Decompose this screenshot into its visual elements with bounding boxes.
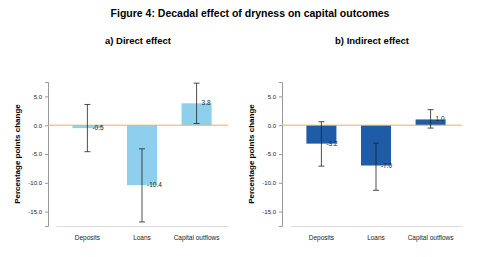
y-tick-mark xyxy=(279,183,282,184)
y-tick-mark xyxy=(279,212,282,213)
data-label: 1.0 xyxy=(436,115,445,122)
x-tick-label: Loans xyxy=(367,234,385,241)
error-bar-cap xyxy=(84,104,90,105)
error-bar-cap xyxy=(139,221,145,222)
data-label: 3.8 xyxy=(202,99,211,106)
x-tick: Deposits xyxy=(75,226,101,242)
error-bar xyxy=(84,104,90,151)
panel: a) Direct effect Percentage points change… xyxy=(13,35,229,242)
error-bar-cap xyxy=(194,83,200,84)
error-bar-stem xyxy=(87,104,88,151)
y-tick: -15.0 xyxy=(28,209,48,215)
error-bar-cap xyxy=(428,109,434,110)
error-bar-cap xyxy=(373,143,379,144)
zero-line xyxy=(282,125,462,126)
y-axis-line xyxy=(279,83,283,227)
x-axis-line xyxy=(291,226,463,227)
zero-line xyxy=(48,125,228,126)
y-tick-label: 0.0 xyxy=(34,123,43,129)
x-tick: Capital outflows xyxy=(408,226,455,242)
y-tick-label: 5.0 xyxy=(268,94,277,100)
y-tick: 0.0 xyxy=(268,123,282,129)
error-bar-stem xyxy=(196,83,197,123)
plot-area xyxy=(282,110,462,191)
y-tick-mark xyxy=(45,183,48,184)
y-axis-title: Percentage points change xyxy=(247,104,256,204)
panel: b) Indirect effect Percentage points chan… xyxy=(247,35,463,242)
x-tick: Capital outflows xyxy=(174,226,221,242)
error-bar xyxy=(373,143,379,190)
figure-title: Figure 4: Decadal effect of dryness on c… xyxy=(111,7,390,19)
error-bar-cap xyxy=(194,123,200,124)
y-axis: -15.0 -10.0 -5.0 0.0 5.0 xyxy=(262,83,282,227)
y-tick: -10.0 xyxy=(262,180,282,186)
y-tick-label: -5.0 xyxy=(32,151,43,157)
y-tick-mark xyxy=(279,154,282,155)
y-tick: -5.0 xyxy=(266,151,282,157)
x-tick-label: Deposits xyxy=(75,234,101,242)
error-bar-stem xyxy=(321,122,322,166)
y-tick-mark xyxy=(279,125,282,126)
figure: Figure 4: Decadal effect of dryness on c… xyxy=(0,0,480,257)
error-bar-stem xyxy=(376,143,377,190)
data-label: -3.2 xyxy=(326,140,338,147)
x-tick: Deposits xyxy=(309,226,335,242)
panel-title: b) Indirect effect xyxy=(335,35,410,46)
x-tick: Loans xyxy=(133,226,151,241)
error-bar-cap xyxy=(373,190,379,191)
y-axis: -15.0 -10.0 -5.0 0.0 5.0 xyxy=(28,83,48,227)
error-bar-stem xyxy=(430,110,431,128)
x-axis: Deposits Loans Capital outflows xyxy=(291,226,463,242)
y-tick-label: -10.0 xyxy=(262,180,276,186)
error-bar-cap xyxy=(428,128,434,129)
y-tick-mark xyxy=(45,154,48,155)
y-tick: -10.0 xyxy=(28,180,48,186)
data-label: -0.5 xyxy=(92,124,104,131)
error-bar xyxy=(139,149,145,222)
x-axis-line xyxy=(57,226,229,227)
y-tick: 0.0 xyxy=(34,123,48,129)
x-axis: Deposits Loans Capital outflows xyxy=(57,226,229,242)
y-tick-label: 0.0 xyxy=(268,123,277,129)
error-bar-cap xyxy=(318,121,324,122)
y-axis-line xyxy=(45,83,49,227)
y-tick-mark xyxy=(45,96,48,97)
plot-area xyxy=(48,83,228,222)
y-tick-label: -10.0 xyxy=(28,180,42,186)
y-tick: 5.0 xyxy=(34,94,48,100)
x-tick: Loans xyxy=(367,226,385,241)
data-label: -10.4 xyxy=(147,181,162,188)
x-tick-label: Deposits xyxy=(309,234,335,242)
y-axis-title: Percentage points change xyxy=(13,104,22,204)
y-tick-label: -5.0 xyxy=(266,151,277,157)
panel-title: a) Direct effect xyxy=(105,35,172,46)
error-bar xyxy=(194,83,200,123)
y-tick-mark xyxy=(45,212,48,213)
y-tick-label: 5.0 xyxy=(34,94,43,100)
error-bar xyxy=(428,110,434,128)
error-bar xyxy=(318,122,324,166)
error-bar-stem xyxy=(142,149,143,222)
error-bar-cap xyxy=(139,148,145,149)
error-bar-cap xyxy=(84,151,90,152)
data-label: -7.0 xyxy=(381,162,393,169)
y-tick-mark xyxy=(279,96,282,97)
y-tick: -5.0 xyxy=(32,151,48,157)
y-tick-label: -15.0 xyxy=(262,209,276,215)
error-bar-cap xyxy=(318,166,324,167)
y-tick-mark xyxy=(45,125,48,126)
x-tick-label: Capital outflows xyxy=(174,234,221,242)
x-tick-label: Capital outflows xyxy=(408,234,455,242)
y-tick: 5.0 xyxy=(268,94,282,100)
y-tick: -15.0 xyxy=(262,209,282,215)
y-tick-label: -15.0 xyxy=(28,209,42,215)
x-tick-label: Loans xyxy=(133,234,151,241)
